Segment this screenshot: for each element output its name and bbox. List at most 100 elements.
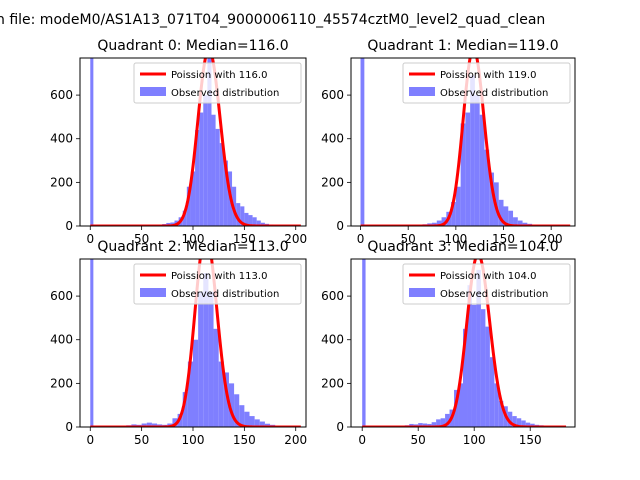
y-tick-label: 0 bbox=[65, 420, 73, 434]
histogram-bar bbox=[476, 269, 481, 427]
histogram-bar bbox=[187, 361, 193, 427]
histogram-bar bbox=[409, 423, 414, 427]
y-tick-label: 400 bbox=[50, 132, 73, 146]
histogram-bar bbox=[512, 416, 517, 427]
legend-label-poisson: Poission with 113.0 bbox=[171, 271, 267, 282]
histogram-bar bbox=[193, 339, 199, 427]
histogram-bar bbox=[489, 172, 494, 226]
x-tick-label: 200 bbox=[284, 433, 307, 447]
x-tick-label: 200 bbox=[284, 232, 307, 246]
histogram-bar bbox=[479, 114, 485, 226]
histogram-bar bbox=[90, 259, 94, 427]
subplot-title: Quadrant 2: Median=113.0 bbox=[97, 239, 288, 255]
histogram-bar bbox=[172, 418, 178, 427]
histogram-bar bbox=[228, 383, 235, 427]
histogram-bar bbox=[252, 217, 257, 226]
y-tick-label: 200 bbox=[50, 175, 73, 189]
histogram-bar bbox=[445, 413, 450, 427]
subplot-title: Quadrant 0: Median=116.0 bbox=[97, 38, 288, 54]
histogram-bar bbox=[244, 411, 250, 427]
histogram-bar bbox=[213, 328, 219, 427]
axes-frame bbox=[350, 258, 576, 428]
histogram-bar bbox=[489, 357, 495, 427]
histogram-bar bbox=[455, 186, 461, 226]
subplot-3: 0 50 100 150 0 200 400 600 Quadrant 3: Median=10… bbox=[321, 239, 576, 447]
x-tick-label: 100 bbox=[182, 232, 205, 246]
legend-label-poisson: Poission with 104.0 bbox=[440, 271, 536, 282]
histogram-bar bbox=[190, 171, 196, 226]
y-tick-label: 600 bbox=[50, 289, 73, 303]
legend-box bbox=[402, 62, 571, 104]
histogram-bar bbox=[513, 217, 518, 226]
y-tick-label: 400 bbox=[321, 333, 344, 347]
histogram-bar bbox=[507, 411, 513, 427]
y-tick-label: 600 bbox=[50, 88, 73, 102]
subplot-1: 0 50 100 150 200 0 200 400 600 Quadrant 1: Median… bbox=[321, 38, 576, 246]
histogram-bar bbox=[254, 419, 260, 427]
histogram-bar bbox=[207, 58, 212, 226]
histogram-bar bbox=[436, 419, 441, 427]
poisson-curve bbox=[89, 259, 302, 427]
histogram-bar bbox=[203, 273, 209, 427]
histogram-bar bbox=[141, 423, 147, 427]
x-tick-label: 0 bbox=[357, 232, 365, 246]
histogram-bar bbox=[525, 422, 531, 427]
histogram-bar bbox=[208, 291, 214, 427]
histogram-bar bbox=[146, 422, 152, 427]
histogram-bar bbox=[90, 58, 94, 226]
histogram-bar bbox=[182, 392, 188, 427]
histogram-bar bbox=[259, 421, 265, 427]
x-tick-label: 150 bbox=[519, 433, 542, 447]
histogram-bar bbox=[460, 123, 466, 226]
subplot-title: Quadrant 1: Median=119.0 bbox=[367, 38, 558, 54]
histogram-bar bbox=[441, 217, 447, 226]
y-tick-label: 0 bbox=[65, 219, 73, 233]
histogram-bar bbox=[431, 422, 437, 427]
histogram-bar bbox=[521, 420, 526, 427]
histogram-bar bbox=[465, 112, 471, 226]
subplot-title: Quadrant 3: Median=104.0 bbox=[367, 239, 558, 255]
x-tick-label: 200 bbox=[540, 232, 563, 246]
y-tick-label: 600 bbox=[321, 289, 344, 303]
y-tick-label: 200 bbox=[321, 175, 344, 189]
histogram-bar bbox=[418, 423, 423, 427]
legend-label-observed: Observed distribution bbox=[171, 289, 279, 300]
legend: Poission with 113.0 Observed distribution bbox=[133, 263, 302, 305]
y-tick-label: 600 bbox=[321, 88, 344, 102]
histogram-bar bbox=[440, 418, 446, 427]
histogram-bar bbox=[223, 372, 229, 427]
histogram-bar bbox=[244, 212, 249, 226]
x-tick-label: 150 bbox=[233, 232, 256, 246]
histogram-bar bbox=[503, 206, 509, 226]
histogram-bar bbox=[256, 220, 261, 226]
histogram-bar bbox=[485, 326, 490, 427]
histogram-bar bbox=[215, 128, 220, 226]
histogram-bar bbox=[360, 58, 365, 226]
histogram-bar bbox=[234, 394, 240, 427]
x-tick-label: 50 bbox=[411, 433, 426, 447]
x-tick-label: 150 bbox=[492, 232, 515, 246]
histogram-bar bbox=[517, 220, 523, 226]
x-tick-label: 150 bbox=[233, 433, 256, 447]
legend-bar-swatch bbox=[140, 288, 166, 297]
legend: Poission with 116.0 Observed distribution bbox=[133, 62, 302, 104]
histogram-bar bbox=[199, 112, 204, 226]
legend-label-observed: Observed distribution bbox=[440, 88, 548, 99]
subplot-2: 0 50 100 150 200 0 200 400 600 Quadrant 2: Median… bbox=[50, 239, 307, 447]
legend-bar-swatch bbox=[409, 87, 435, 96]
histogram-bar bbox=[516, 418, 522, 427]
histogram-bar bbox=[470, 75, 475, 226]
x-tick-label: 100 bbox=[444, 232, 467, 246]
histogram-bar bbox=[362, 259, 366, 427]
histogram-bar bbox=[211, 114, 216, 226]
x-tick-label: 100 bbox=[463, 433, 486, 447]
x-tick-label: 50 bbox=[134, 433, 149, 447]
histogram-bar bbox=[427, 423, 432, 427]
histogram-bar bbox=[219, 143, 224, 226]
legend-box bbox=[133, 263, 302, 305]
histogram-bar bbox=[484, 149, 490, 226]
figure-suptitle: n file: modeM0/AS1A13_071T04_9000006110_… bbox=[0, 12, 545, 28]
histogram-bar bbox=[530, 423, 535, 427]
histogram-bar bbox=[198, 291, 204, 427]
x-tick-label: 50 bbox=[134, 232, 149, 246]
